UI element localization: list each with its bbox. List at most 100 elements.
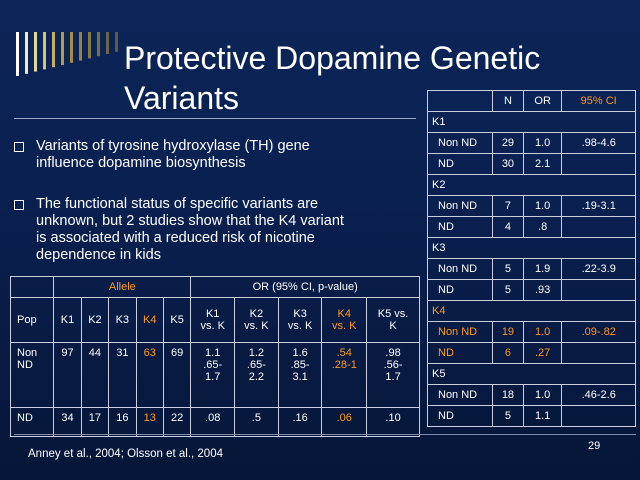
ci-cell	[561, 405, 636, 427]
column-header: K2 vs. K	[234, 297, 279, 343]
or-cell: 1.0	[522, 321, 563, 343]
table-cell: 13	[135, 407, 164, 437]
row-label: ND	[9, 407, 55, 437]
row-label: ND	[427, 153, 493, 175]
table-cell: 22	[162, 407, 192, 437]
col-header-ci: 95% CI	[561, 90, 636, 112]
n-cell: 5	[492, 258, 524, 280]
n-cell: 29	[492, 132, 524, 154]
table-cell: 1.2 .65- 2.2	[234, 342, 279, 408]
table-row: Non ND 97 44 31 63 69 1.1 .65- 1.7 1.2 .65- 2.2…	[9, 342, 420, 408]
column-header: K4	[135, 297, 164, 343]
n-cell: 19	[492, 321, 524, 343]
ci-cell	[561, 216, 636, 238]
ci-cell	[561, 279, 636, 301]
square-bullet-icon	[14, 200, 24, 210]
group-label: K5	[427, 363, 636, 385]
table-row: ND 4.8	[427, 216, 636, 238]
col-header-n: N	[492, 90, 524, 112]
table-cell: .5	[234, 407, 279, 437]
ci-cell: .19-3.1	[561, 195, 636, 217]
stripe-mark	[61, 32, 64, 65]
or-cell: .8	[522, 216, 563, 238]
page-number: 29	[588, 440, 601, 452]
n-cell: 18	[492, 384, 524, 406]
or-cell: .93	[522, 279, 563, 301]
stripe-mark	[88, 32, 91, 59]
group-label: K1	[427, 111, 636, 133]
group-label: K3	[427, 237, 636, 259]
table-cell: 1.6 .85- 3.1	[277, 342, 323, 408]
group-row: K2	[427, 174, 636, 196]
or-group-header: OR (95% CI, p-value)	[190, 276, 420, 298]
column-header: Pop	[9, 297, 55, 343]
group-row: K3	[427, 237, 636, 259]
group-label: K4	[427, 300, 636, 322]
square-bullet-icon	[14, 142, 24, 152]
footer-divider	[14, 434, 636, 435]
or-cell: 1.0	[522, 132, 563, 154]
table-row: Non ND 19 1.0.09-.82	[427, 321, 636, 343]
variant-odds-table: N OR 95% CI K1 Non ND 29 1.0.98-4.6 ND 30 2.1 K…	[427, 90, 636, 427]
column-header: K3 vs. K	[277, 297, 323, 343]
group-row: K1	[427, 111, 636, 133]
table-cell: 17	[80, 407, 110, 437]
bullet-text: The functional status of specific varian…	[36, 196, 344, 263]
column-header: K1 vs. K	[190, 297, 236, 343]
row-label: Non ND	[427, 321, 493, 343]
ci-cell	[561, 153, 636, 175]
or-cell: 1.1	[522, 405, 563, 427]
table-cell: .54 .28-1	[321, 342, 368, 408]
column-header: K4 vs. K	[321, 297, 368, 343]
allele-table: Allele OR (95% CI, p-value) Pop K1 K2 K3 K4 K…	[9, 276, 420, 437]
n-cell: 6	[492, 342, 524, 364]
stripe-mark	[43, 32, 46, 70]
citation: Anney et al., 2004; Olsson et al., 2004	[28, 448, 223, 460]
or-cell: .27	[522, 342, 563, 364]
table-row: ND 5.93	[427, 279, 636, 301]
ci-cell: .22-3.9	[561, 258, 636, 280]
row-label: ND	[427, 405, 493, 427]
n-cell: 5	[492, 405, 524, 427]
row-label: ND	[427, 279, 493, 301]
table-cell: 31	[108, 342, 137, 408]
or-cell: 1.9	[522, 258, 563, 280]
n-cell: 5	[492, 279, 524, 301]
table-cell: 34	[53, 407, 82, 437]
table-row: Non ND 7 1.0.19-3.1	[427, 195, 636, 217]
group-row: K5	[427, 363, 636, 385]
row-label: Non ND	[427, 132, 493, 154]
table-cell: .16	[277, 407, 323, 437]
stripe-mark	[79, 32, 82, 61]
table-cell: 69	[162, 342, 192, 408]
table-cell: .10	[366, 407, 420, 437]
stripe-mark	[16, 32, 19, 76]
ci-cell: .46-2.6	[561, 384, 636, 406]
row-label: ND	[427, 216, 493, 238]
allele-group-header: Allele	[53, 276, 192, 298]
stripe-mark	[97, 32, 100, 57]
column-header: K2	[80, 297, 110, 343]
table-row: ND 30 2.1	[427, 153, 636, 175]
table-cell: 63	[135, 342, 164, 408]
table-row: Non ND 5 1.9.22-3.9	[427, 258, 636, 280]
table-corner-cell	[427, 90, 493, 112]
stripe-mark	[25, 32, 28, 74]
slide-title: Protective Dopamine Genetic Variants	[124, 40, 541, 116]
group-row: K4	[427, 300, 636, 322]
column-header: K5 vs. K	[366, 297, 420, 343]
ci-cell	[561, 342, 636, 364]
n-cell: 7	[492, 195, 524, 217]
column-header: K1	[53, 297, 82, 343]
table-row: ND 5 1.1	[427, 405, 636, 427]
row-label: ND	[427, 342, 493, 364]
table-cell: 16	[108, 407, 137, 437]
table-row: ND 6.27	[427, 342, 636, 364]
stripe-mark	[115, 32, 118, 52]
n-cell: 4	[492, 216, 524, 238]
row-label: Non ND	[427, 384, 493, 406]
table-cell: .08	[190, 407, 236, 437]
ci-cell: .98-4.6	[561, 132, 636, 154]
col-header-or: OR	[522, 90, 563, 112]
table-cell: 97	[53, 342, 82, 408]
